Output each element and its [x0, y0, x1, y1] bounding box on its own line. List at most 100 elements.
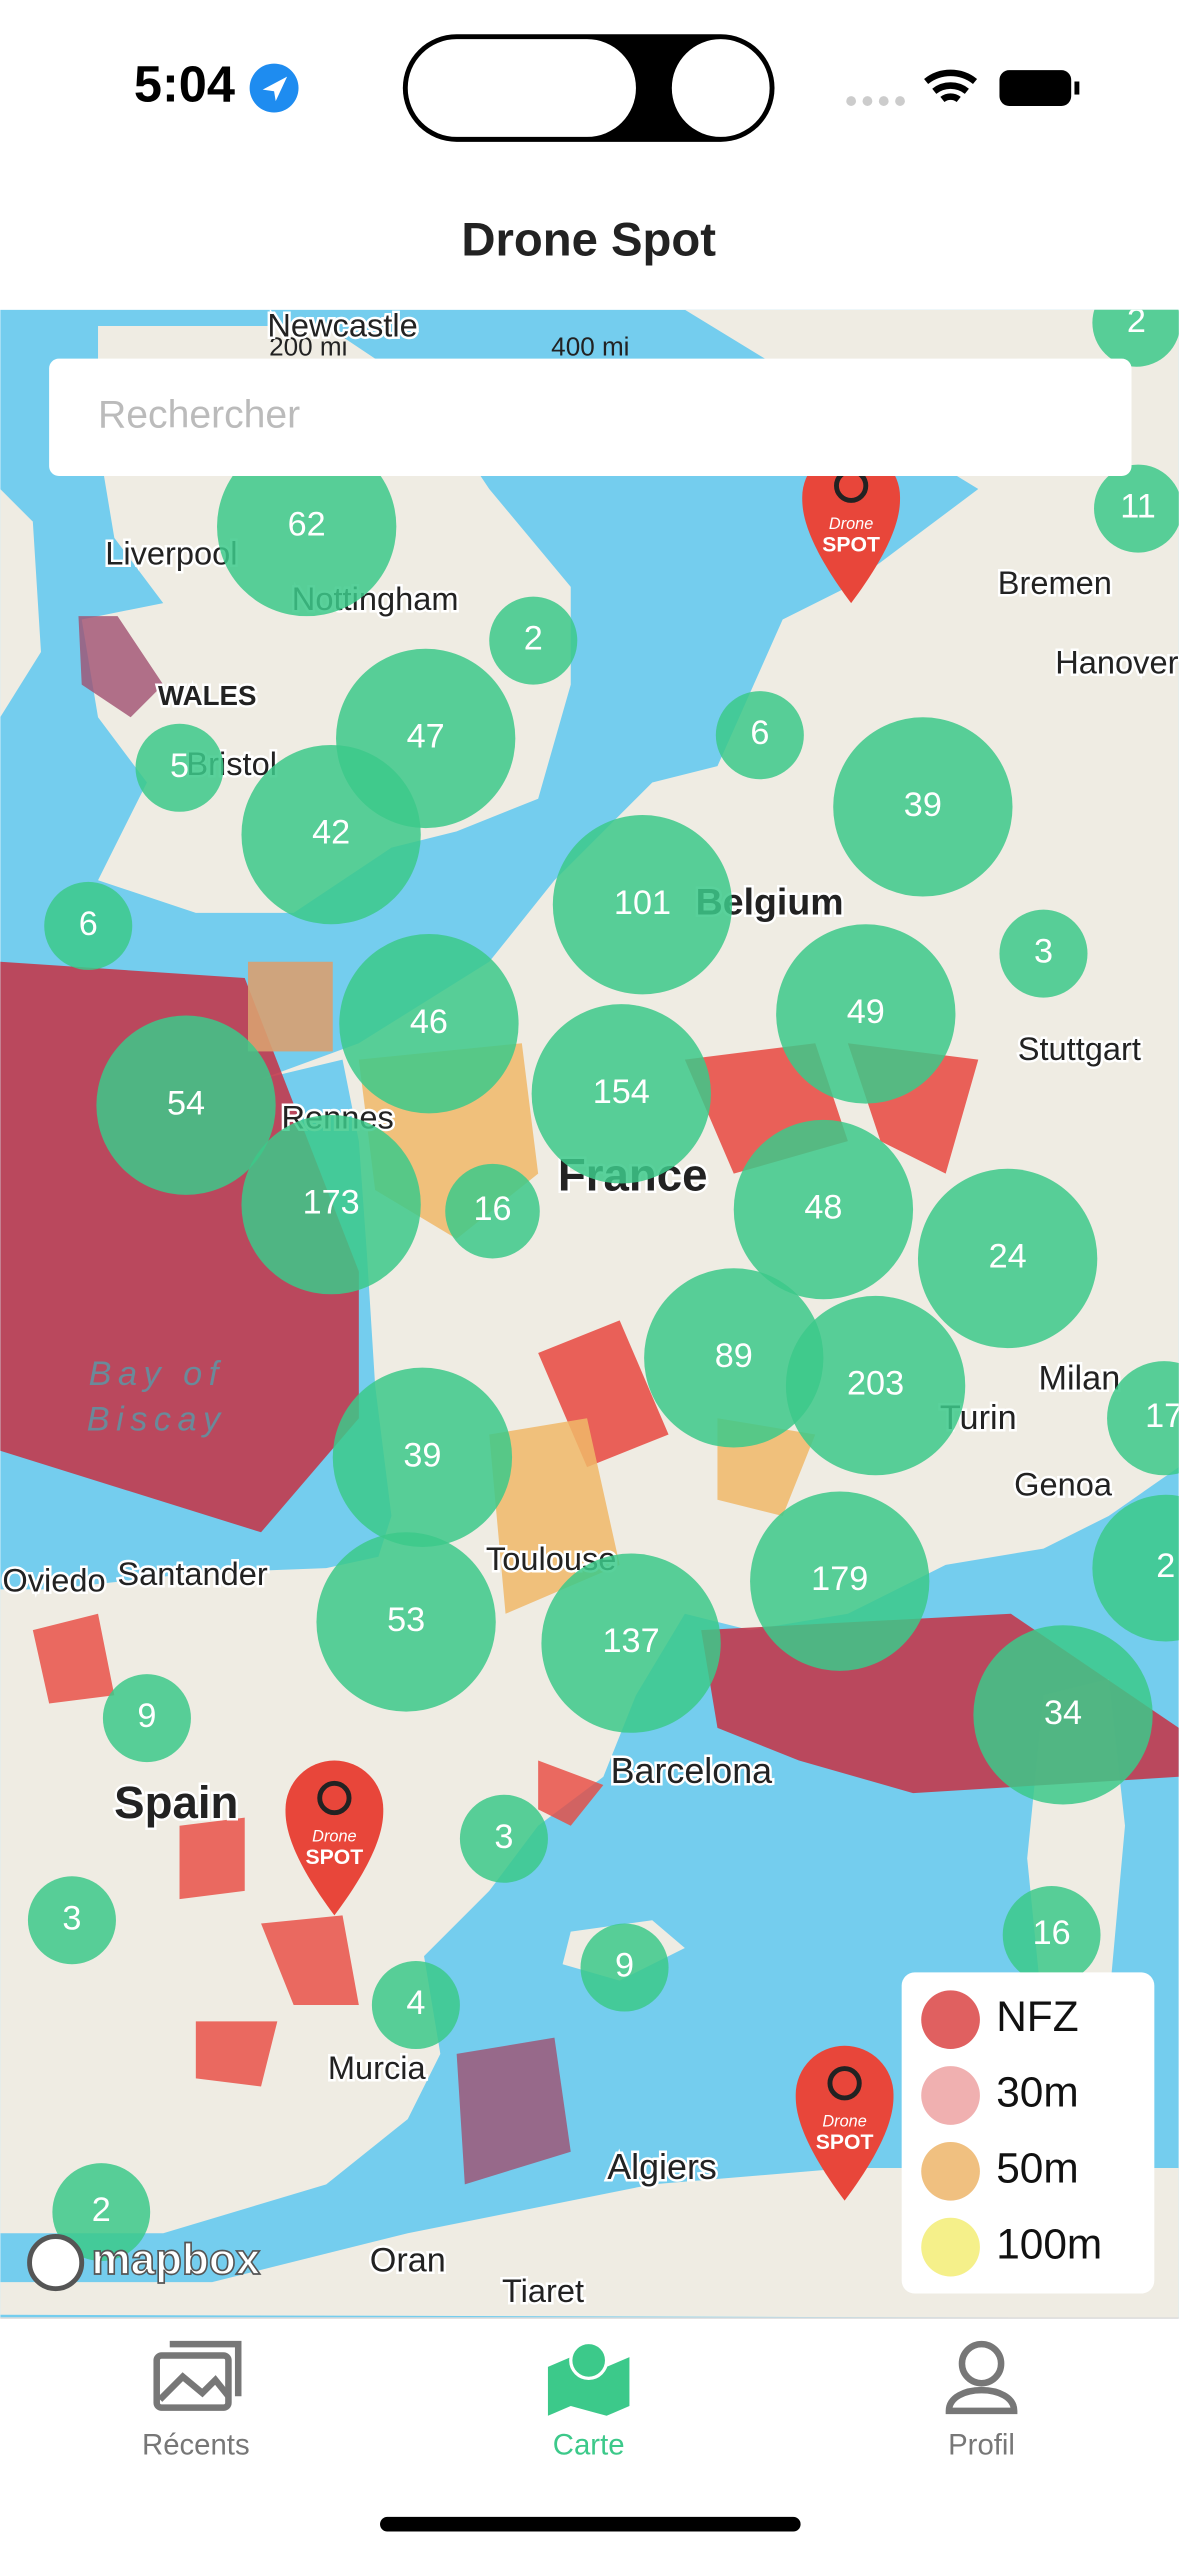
cluster[interactable]: [96, 1015, 276, 1195]
pin-label: SPOT: [816, 2131, 874, 2154]
cluster[interactable]: [135, 723, 224, 812]
cluster-count: 48: [804, 1189, 842, 1227]
height-zone: [247, 961, 333, 1052]
map-label: Milan: [1038, 1360, 1120, 1398]
tab-label[interactable]: Récents: [142, 2429, 250, 2462]
icon-profile: [945, 2340, 1018, 2415]
cluster-count: 3: [62, 1899, 81, 1937]
icon-recents: [153, 2340, 242, 2411]
nfz-zone: [32, 1613, 604, 2087]
attribution: mapbox: [92, 2235, 261, 2284]
map-label: Stuttgart: [1018, 1030, 1141, 1067]
cluster[interactable]: [580, 1923, 669, 2012]
cluster[interactable]: [241, 744, 421, 925]
cluster[interactable]: [459, 1794, 548, 1883]
map-label: WALES: [158, 680, 257, 711]
cluster[interactable]: [1092, 1494, 1179, 1642]
cluster-count: 42: [312, 814, 350, 852]
cluster-count: 39: [904, 786, 942, 824]
cluster-count: 53: [387, 1601, 425, 1639]
island-pill: [407, 39, 636, 137]
cluster-count: 62: [288, 506, 326, 544]
home-indicator: [380, 2516, 801, 2532]
cluster-count: 137: [603, 1622, 660, 1660]
cluster-count: 3: [494, 1818, 513, 1856]
cluster[interactable]: [750, 1491, 930, 1671]
cluster-count: 154: [593, 1073, 650, 1111]
cluster-count: 39: [403, 1436, 441, 1474]
cluster[interactable]: [776, 924, 956, 1104]
pin-label: Drone: [822, 2113, 866, 2131]
tab-label[interactable]: Profil: [948, 2429, 1015, 2462]
land-africa: [0, 2168, 1179, 2319]
cluster-count: 9: [615, 1947, 634, 1985]
location-arrow: [262, 76, 288, 102]
cluster[interactable]: [715, 691, 804, 780]
cluster[interactable]: [531, 1004, 711, 1184]
cluster-count: 47: [407, 717, 445, 755]
cluster[interactable]: [217, 436, 397, 617]
cluster[interactable]: [1094, 464, 1179, 553]
cluster-count: 6: [79, 905, 98, 943]
cluster[interactable]: [785, 1295, 966, 1476]
cluster-count: 17: [1145, 1397, 1179, 1435]
cluster[interactable]: [1092, 279, 1179, 367]
legend-label: NFZ: [996, 1993, 1078, 2040]
cluster[interactable]: [644, 1268, 824, 1448]
legend-swatch: [921, 1990, 980, 2050]
map-label: Genoa: [1014, 1465, 1113, 1502]
legend-swatch: [921, 2217, 980, 2277]
map-label: Tiaret: [502, 2272, 584, 2309]
cluster[interactable]: [339, 934, 519, 1114]
map-label: Hanover: [1055, 644, 1178, 681]
map-label: Algiers: [607, 2147, 717, 2187]
cluster[interactable]: [316, 1532, 496, 1712]
drone-pin[interactable]: [802, 448, 901, 604]
cluster-count: 5: [170, 747, 189, 785]
cluster-count: 2: [92, 2191, 111, 2229]
map-label: Bay of: [89, 1355, 225, 1393]
cluster-count: 9: [137, 1697, 156, 1735]
cluster[interactable]: [833, 717, 1013, 897]
cluster[interactable]: [552, 815, 733, 995]
mapbox-logo: [27, 2234, 85, 2292]
pin-drone-icon: [827, 2066, 862, 2101]
cluster-count: 3: [1034, 933, 1053, 971]
cluster[interactable]: [371, 1961, 460, 2050]
cluster-count: 203: [847, 1365, 904, 1403]
drone-pin[interactable]: [795, 2045, 894, 2201]
cluster[interactable]: [1002, 1886, 1101, 1984]
map-label: Oviedo: [2, 1561, 105, 1598]
restricted-zone: [456, 2037, 571, 2185]
cluster[interactable]: [52, 2163, 151, 2261]
cluster[interactable]: [733, 1119, 914, 1300]
cluster[interactable]: [1107, 1361, 1179, 1476]
cluster[interactable]: [489, 596, 578, 685]
tab-label[interactable]: Carte: [553, 2429, 625, 2462]
cluster-count: 101: [614, 884, 671, 922]
icon-map: [547, 2357, 630, 2416]
status-time: 5:04: [134, 55, 235, 112]
cluster[interactable]: [541, 1553, 721, 1733]
cluster-count: 16: [473, 1190, 511, 1228]
drone-pin[interactable]: [285, 1760, 384, 1916]
cluster-count: 46: [410, 1003, 448, 1041]
cluster[interactable]: [27, 1876, 116, 1965]
cluster[interactable]: [917, 1168, 1098, 1349]
cluster[interactable]: [44, 881, 133, 970]
cluster-count: 54: [167, 1084, 205, 1122]
cluster[interactable]: [973, 1625, 1153, 1805]
cluster[interactable]: [999, 909, 1088, 998]
cluster-count: 2: [524, 620, 543, 658]
cluster[interactable]: [241, 1114, 421, 1295]
map-label: Santander: [117, 1555, 268, 1592]
cluster[interactable]: [102, 1674, 191, 1763]
cluster[interactable]: [445, 1163, 540, 1259]
cluster[interactable]: [332, 1367, 513, 1547]
search-field[interactable]: [49, 358, 1132, 476]
map-label: Biscay: [87, 1400, 227, 1438]
map-label: Spain: [114, 1777, 238, 1828]
legend-label: 30m: [996, 2069, 1078, 2116]
